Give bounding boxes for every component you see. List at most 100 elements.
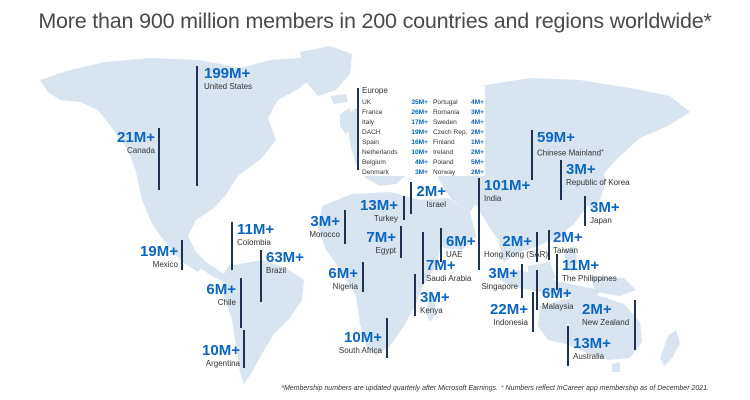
europe-row: France 26M+ Romania 3M+ [362, 108, 484, 118]
country-value: 2M+ [470, 149, 484, 156]
stat-colombia: 11M+ Colombia [237, 222, 274, 248]
europe-row: Denmark 3M+ Norway 2M+ [362, 168, 484, 178]
country-name: Belgium [362, 159, 386, 166]
stat-label: Mexico [152, 260, 178, 269]
stat-canada: 21M+ Canada [115, 130, 155, 156]
new-guinea-landmass [590, 276, 636, 296]
leader-line [536, 232, 538, 262]
stat-value: 3M+ [310, 213, 340, 230]
stat-value: 19M+ [140, 243, 178, 260]
country-name: DACH [362, 129, 381, 136]
stat-label: Republic of Korea [566, 178, 630, 187]
stat-taiwan: 2M+ Taiwan [553, 230, 583, 256]
country-name: Spain [362, 139, 379, 146]
new-zealand-landmass [660, 330, 680, 366]
leader-line [536, 270, 538, 310]
leader-line [362, 262, 364, 292]
stat-mexico: 19M+ Mexico [138, 244, 178, 270]
tasmania-landmass [612, 362, 620, 372]
leader-line [531, 130, 533, 180]
stat-value: 3M+ [488, 265, 518, 282]
stat-value: 6M+ [542, 285, 572, 302]
stat-label: Israel [426, 200, 446, 209]
leader-line [584, 196, 586, 226]
leader-line [440, 228, 442, 262]
stat-new-zealand: 2M+ New Zealand [582, 302, 629, 328]
country-value: 2M+ [470, 169, 484, 176]
leader-line [560, 160, 562, 200]
stat-label: Argentina [205, 359, 240, 368]
stat-egypt: 7M+ Egypt [366, 230, 396, 256]
europe-row: Belgium 4M+ Poland 5M+ [362, 158, 484, 168]
stat-label: Taiwan [553, 246, 578, 255]
leader-line [532, 292, 534, 332]
stat-philippines: 11M+ The Philippines [562, 258, 617, 284]
country-name: Italy [362, 119, 375, 126]
leader-line [634, 300, 636, 350]
stat-label: South Africa [338, 346, 382, 355]
stat-label: Colombia [237, 238, 271, 247]
footnote-marker: + [601, 148, 604, 154]
leader-line [556, 254, 558, 290]
europe-row: Italy 17M+ Sweden 4M+ [362, 118, 484, 128]
country-name: Sweden [433, 119, 457, 126]
stat-label: United States [204, 82, 253, 91]
stat-value: 59M+ [537, 129, 575, 146]
europe-row: Spain 16M+ Finland 1M+ [362, 138, 484, 148]
stat-united-states: 199M+ United States [204, 66, 252, 92]
stat-label: Saudi Arabia [426, 274, 472, 283]
north-america-landmass [40, 58, 320, 272]
stat-hong-kong: 2M+ Hong Kong (SAR) [484, 234, 548, 260]
stat-value: 6M+ [328, 265, 358, 282]
country-value: 5M+ [470, 159, 484, 166]
stat-label: Indonesia [493, 318, 528, 327]
stat-indonesia: 22M+ Indonesia [490, 302, 528, 328]
uk-landmass [340, 108, 354, 134]
stat-value: 3M+ [590, 199, 620, 216]
stat-value: 3M+ [420, 289, 450, 306]
leader-line [158, 128, 160, 190]
stat-label: Turkey [373, 214, 398, 223]
europe-row: Netherlands 10M+ Ireland 2M+ [362, 148, 484, 158]
leader-line [548, 230, 550, 260]
leader-line [567, 326, 569, 366]
country-name: UK [362, 99, 372, 106]
taiwan-landmass [560, 224, 566, 238]
central-america-landmass [196, 252, 228, 282]
stat-label: Japan [590, 216, 612, 225]
country-name: Netherlands [362, 149, 398, 156]
country-value: 16M+ [411, 139, 428, 146]
borneo-landmass [528, 262, 556, 286]
australia-landmass [538, 296, 642, 360]
stat-label: Nigeria [332, 282, 358, 291]
stat-japan: 3M+ Japan [590, 200, 620, 226]
europe-panel: Europe UK 35M+ Portugal 4M+ France 26M+ … [357, 86, 485, 176]
europe-row: UK 35M+ Portugal 4M+ [362, 98, 484, 108]
footnote: *Membership numbers are updated quarterl… [281, 385, 709, 392]
stat-value: 22M+ [490, 301, 528, 318]
leader-line [386, 318, 388, 358]
stat-value: 21M+ [117, 129, 155, 146]
stat-chinese-mainland: 59M+ Chinese Mainland+ [537, 130, 604, 159]
indonesia-landmass [498, 270, 600, 298]
stat-india: 101M+ India [484, 178, 530, 204]
country-name: Ireland [433, 149, 454, 156]
leader-line [478, 178, 480, 270]
iceland-landmass [330, 94, 348, 104]
country-value: 4M+ [414, 159, 428, 166]
stat-turkey: 13M+ Turkey [360, 198, 398, 224]
leader-line [240, 278, 242, 328]
middle-east-landmass [420, 198, 476, 250]
stat-value: 7M+ [426, 257, 456, 274]
stat-label: Morocco [309, 230, 340, 239]
stat-label: Australia [573, 352, 605, 361]
stat-value: 63M+ [266, 249, 304, 266]
stat-value: 199M+ [204, 65, 251, 82]
country-name: Romania [433, 109, 460, 116]
stat-chile: 6M+ Chile [200, 282, 236, 308]
leader-line [422, 232, 424, 284]
madagascar-landmass [426, 298, 436, 322]
stat-kenya: 3M+ Kenya [420, 290, 450, 316]
country-value: 10M+ [411, 149, 428, 156]
stat-malaysia: 6M+ Malaysia [542, 286, 574, 312]
